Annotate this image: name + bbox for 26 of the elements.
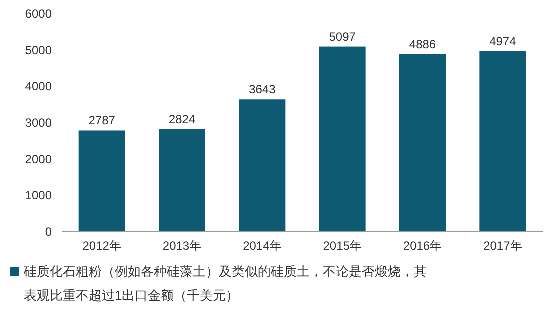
bar	[78, 130, 126, 232]
data-label: 4886	[409, 37, 436, 52]
bar	[480, 51, 526, 232]
x-tick-label: 2012年	[82, 239, 122, 253]
y-tick-label: 0	[45, 225, 52, 239]
bar	[319, 46, 366, 232]
y-tick-label: 2000	[25, 152, 52, 166]
y-tick-label: 5000	[25, 43, 52, 58]
data-label: 4974	[490, 34, 517, 48]
y-tick-label: 4000	[25, 80, 52, 94]
legend-label: 硅质化石粗粉（例如各种硅藻土）及类似的硅质土，不论是否煅烧，其表观比重不超过1出口金额（千美元）	[23, 264, 427, 303]
data-label: 2787	[88, 114, 116, 128]
bar	[400, 54, 446, 232]
x-tick-label: 2017年	[484, 239, 522, 253]
y-tick-label: 3000	[25, 116, 52, 130]
data-label: 2824	[168, 112, 196, 126]
y-tick-label: 1000	[25, 188, 52, 203]
x-tick-label: 2016年	[403, 239, 442, 253]
bar	[239, 100, 286, 232]
x-tick-label: 2013年	[162, 239, 202, 253]
x-tick-label: 2014年	[243, 239, 282, 253]
x-tick-label: 2015年	[323, 239, 362, 253]
y-tick-label: 6000	[25, 7, 52, 21]
data-label: 3643	[249, 82, 276, 97]
bar	[159, 129, 206, 232]
data-label: 5097	[329, 30, 356, 44]
